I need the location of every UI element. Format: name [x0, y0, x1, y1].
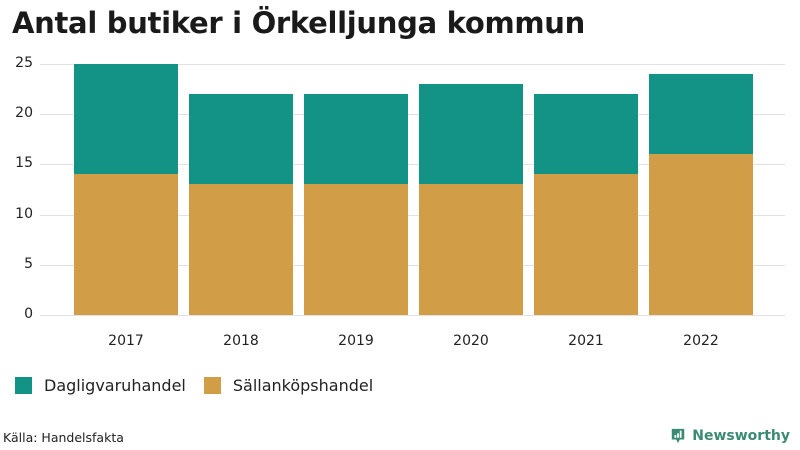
bar-sllankpshandel-2020[interactable]: [419, 184, 523, 315]
bar-dagligvaruhandel-2022[interactable]: [649, 74, 753, 154]
legend-label: Dagligvaruhandel: [44, 376, 186, 395]
gridline: [40, 215, 785, 216]
bar-sllankpshandel-2018[interactable]: [189, 184, 293, 315]
bar-dagligvaruhandel-2017[interactable]: [74, 64, 178, 174]
source-note: Källa: Handelsfakta: [3, 430, 124, 445]
bar-dagligvaruhandel-2018[interactable]: [189, 94, 293, 184]
bar-sllankpshandel-2019[interactable]: [304, 184, 408, 315]
x-tick-label: 2021: [568, 333, 604, 349]
bar-sllankpshandel-2022[interactable]: [649, 154, 753, 315]
x-tick-label: 2022: [683, 333, 719, 349]
gridline: [40, 114, 785, 115]
newsworthy-logo-icon: [672, 428, 685, 444]
x-tick-label: 2018: [223, 333, 259, 349]
gridline: [40, 164, 785, 165]
gridline: [40, 315, 785, 316]
y-tick-label: 20: [15, 105, 33, 121]
x-tick-label: 2020: [453, 333, 489, 349]
y-tick-label: 15: [15, 155, 33, 171]
x-tick-label: 2017: [108, 333, 144, 349]
legend-item-sallankopshandel[interactable]: Sällanköpshandel: [203, 376, 374, 395]
legend-swatch-sallankopshandel: [203, 377, 221, 394]
legend-item-dagligvaruhandel[interactable]: Dagligvaruhandel: [15, 376, 186, 395]
brand-name: Newsworthy: [692, 428, 790, 444]
chart-title: Antal butiker i Örkelljunga kommun: [12, 6, 586, 40]
bar-dagligvaruhandel-2021[interactable]: [534, 94, 638, 174]
y-tick-label: 5: [24, 256, 33, 272]
bar-sllankpshandel-2017[interactable]: [74, 174, 178, 315]
legend: Dagligvaruhandel Sällanköpshandel: [15, 376, 391, 395]
x-tick-label: 2019: [338, 333, 374, 349]
y-tick-label: 0: [24, 306, 33, 322]
gridline: [40, 265, 785, 266]
brand-logo[interactable]: Newsworthy: [670, 428, 790, 444]
legend-swatch-dagligvaruhandel: [15, 377, 32, 394]
bar-sllankpshandel-2021[interactable]: [534, 174, 638, 315]
y-tick-label: 25: [15, 55, 33, 71]
bar-dagligvaruhandel-2019[interactable]: [304, 94, 408, 184]
bar-dagligvaruhandel-2020[interactable]: [419, 84, 523, 184]
gridline: [40, 64, 785, 65]
y-tick-label: 10: [15, 206, 33, 222]
legend-label: Sällanköpshandel: [232, 376, 374, 395]
